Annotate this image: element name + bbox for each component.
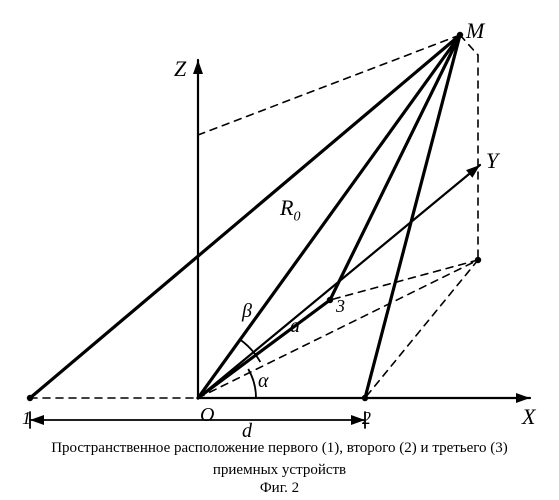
caption-line-2: приемных устройств (0, 462, 559, 479)
label-1: 1 (22, 408, 31, 429)
label-a: a (290, 315, 300, 338)
label-beta: β (242, 300, 252, 323)
caption-line-3: Фиг. 2 (0, 480, 559, 497)
label-R0: R0 (280, 195, 300, 225)
label-O: O (200, 404, 214, 427)
label-M: M (466, 18, 484, 44)
label-Z: Z (174, 56, 186, 82)
label-alpha: α (258, 370, 269, 393)
label-X: X (522, 404, 535, 430)
label-Y: Y (486, 148, 498, 174)
caption-line-1: Пространственное расположение первого (1… (0, 440, 559, 457)
label-2: 2 (362, 408, 371, 429)
label-3: 3 (336, 296, 345, 317)
